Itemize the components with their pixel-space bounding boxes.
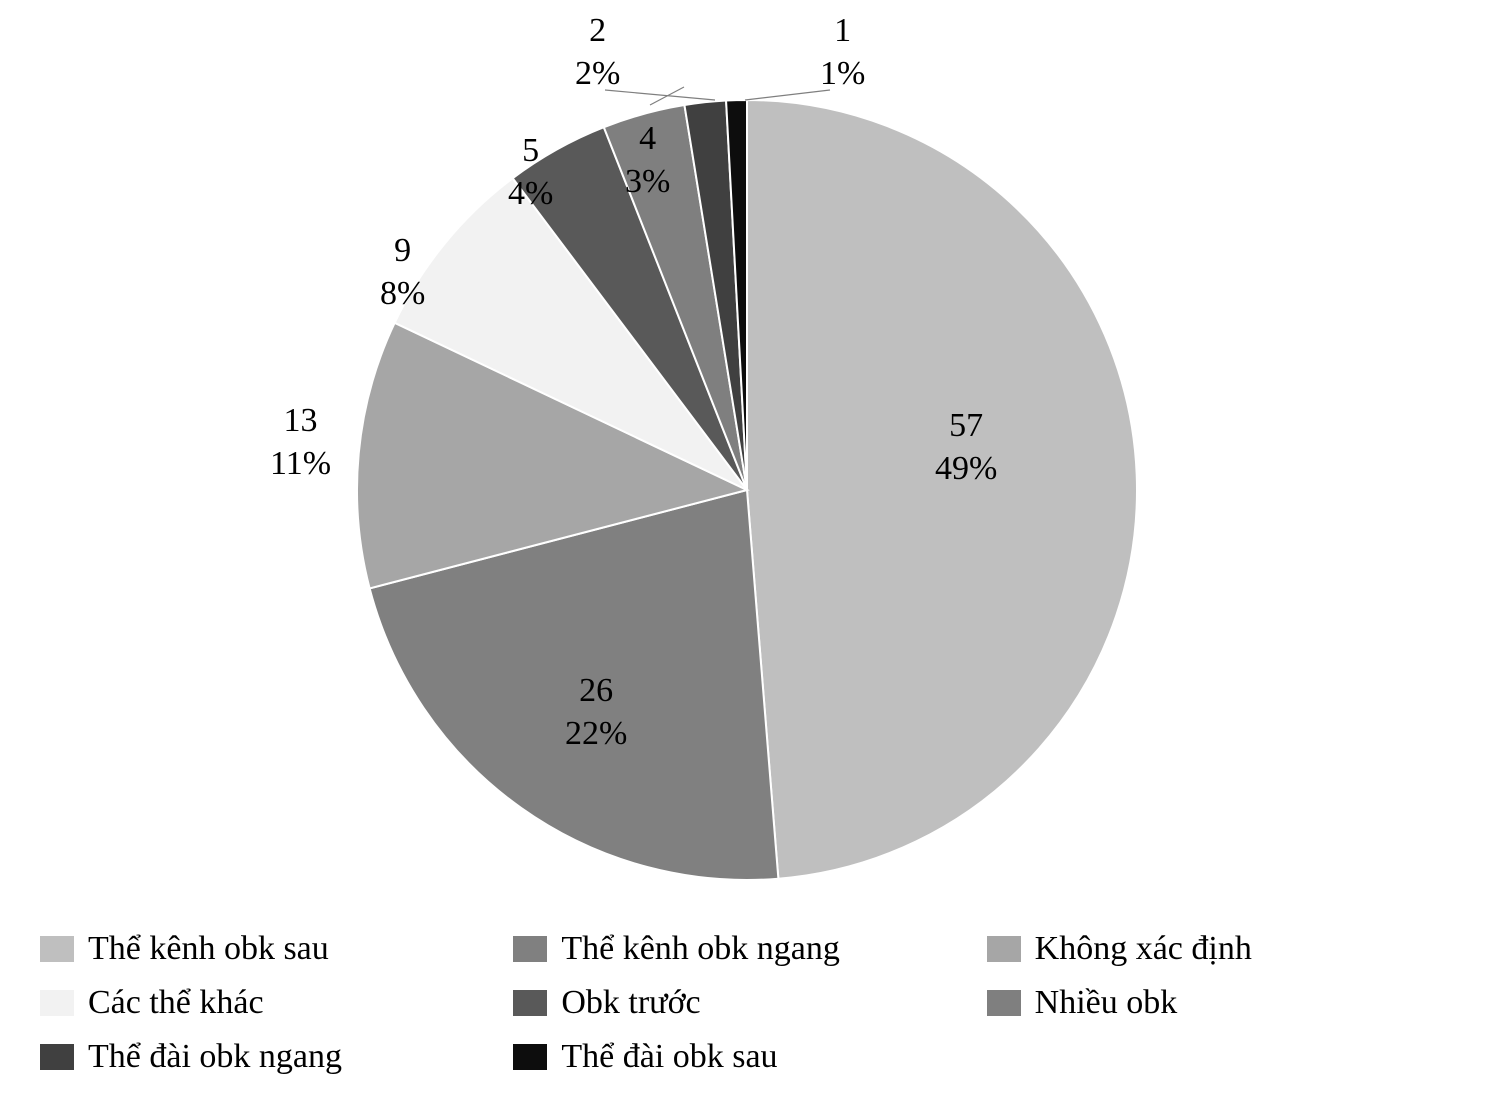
data-label: 54% xyxy=(508,130,553,215)
data-label: 1311% xyxy=(270,400,331,485)
legend-label: Thể đài obk sau xyxy=(561,1038,777,1076)
legend-label: Thể đài obk ngang xyxy=(88,1038,342,1076)
legend-label: Các thể khác xyxy=(88,984,264,1022)
data-label-percent: 11% xyxy=(270,443,331,486)
legend-swatch xyxy=(40,990,74,1016)
legend-label: Obk trước xyxy=(561,984,700,1022)
leader-line xyxy=(745,90,830,100)
legend-swatch xyxy=(40,1044,74,1070)
data-label: 22% xyxy=(575,10,620,95)
legend-item: Obk trước xyxy=(513,984,986,1022)
pie-svg xyxy=(0,0,1494,900)
legend-label: Không xác định xyxy=(1035,930,1252,968)
data-label: 5749% xyxy=(935,405,997,490)
legend-item: Thể đài obk ngang xyxy=(40,1038,513,1076)
data-label-value: 1 xyxy=(820,10,865,53)
data-label-percent: 1% xyxy=(820,53,865,96)
data-label-percent: 2% xyxy=(575,53,620,96)
legend-swatch xyxy=(987,990,1021,1016)
data-label: 2622% xyxy=(565,670,627,755)
data-label-value: 2 xyxy=(575,10,620,53)
data-label-value: 57 xyxy=(935,405,997,448)
legend-swatch xyxy=(40,936,74,962)
legend-label: Nhiều obk xyxy=(1035,984,1178,1022)
legend-swatch xyxy=(513,1044,547,1070)
data-label-percent: 22% xyxy=(565,713,627,756)
data-label-value: 5 xyxy=(508,130,553,173)
legend-swatch xyxy=(513,936,547,962)
legend: Thể kênh obk sau Thể kênh obk ngang Không … xyxy=(40,930,1460,1076)
leader-line xyxy=(605,90,715,100)
data-label-value: 13 xyxy=(270,400,331,443)
data-label: 43% xyxy=(625,118,670,203)
legend-item: Thể kênh obk sau xyxy=(40,930,513,968)
data-label: 98% xyxy=(380,230,425,315)
pie-chart: 5749%2622%1311%98%54%43%22%11% xyxy=(0,0,1494,900)
legend-item: Nhiều obk xyxy=(987,984,1460,1022)
legend-item: Các thể khác xyxy=(40,984,513,1022)
legend-swatch xyxy=(513,990,547,1016)
legend-label: Thể kênh obk sau xyxy=(88,930,329,968)
legend-swatch xyxy=(987,936,1021,962)
legend-item: Không xác định xyxy=(987,930,1460,968)
legend-label: Thể kênh obk ngang xyxy=(561,930,840,968)
data-label-percent: 3% xyxy=(625,161,670,204)
data-label-percent: 49% xyxy=(935,448,997,491)
data-label-percent: 4% xyxy=(508,173,553,216)
data-label-percent: 8% xyxy=(380,273,425,316)
data-label: 11% xyxy=(820,10,865,95)
legend-item: Thể đài obk sau xyxy=(513,1038,986,1076)
data-label-value: 9 xyxy=(380,230,425,273)
data-label-value: 4 xyxy=(625,118,670,161)
chart-container: 5749%2622%1311%98%54%43%22%11% Thể kênh … xyxy=(0,0,1494,1096)
legend-item: Thể kênh obk ngang xyxy=(513,930,986,968)
data-label-value: 26 xyxy=(565,670,627,713)
